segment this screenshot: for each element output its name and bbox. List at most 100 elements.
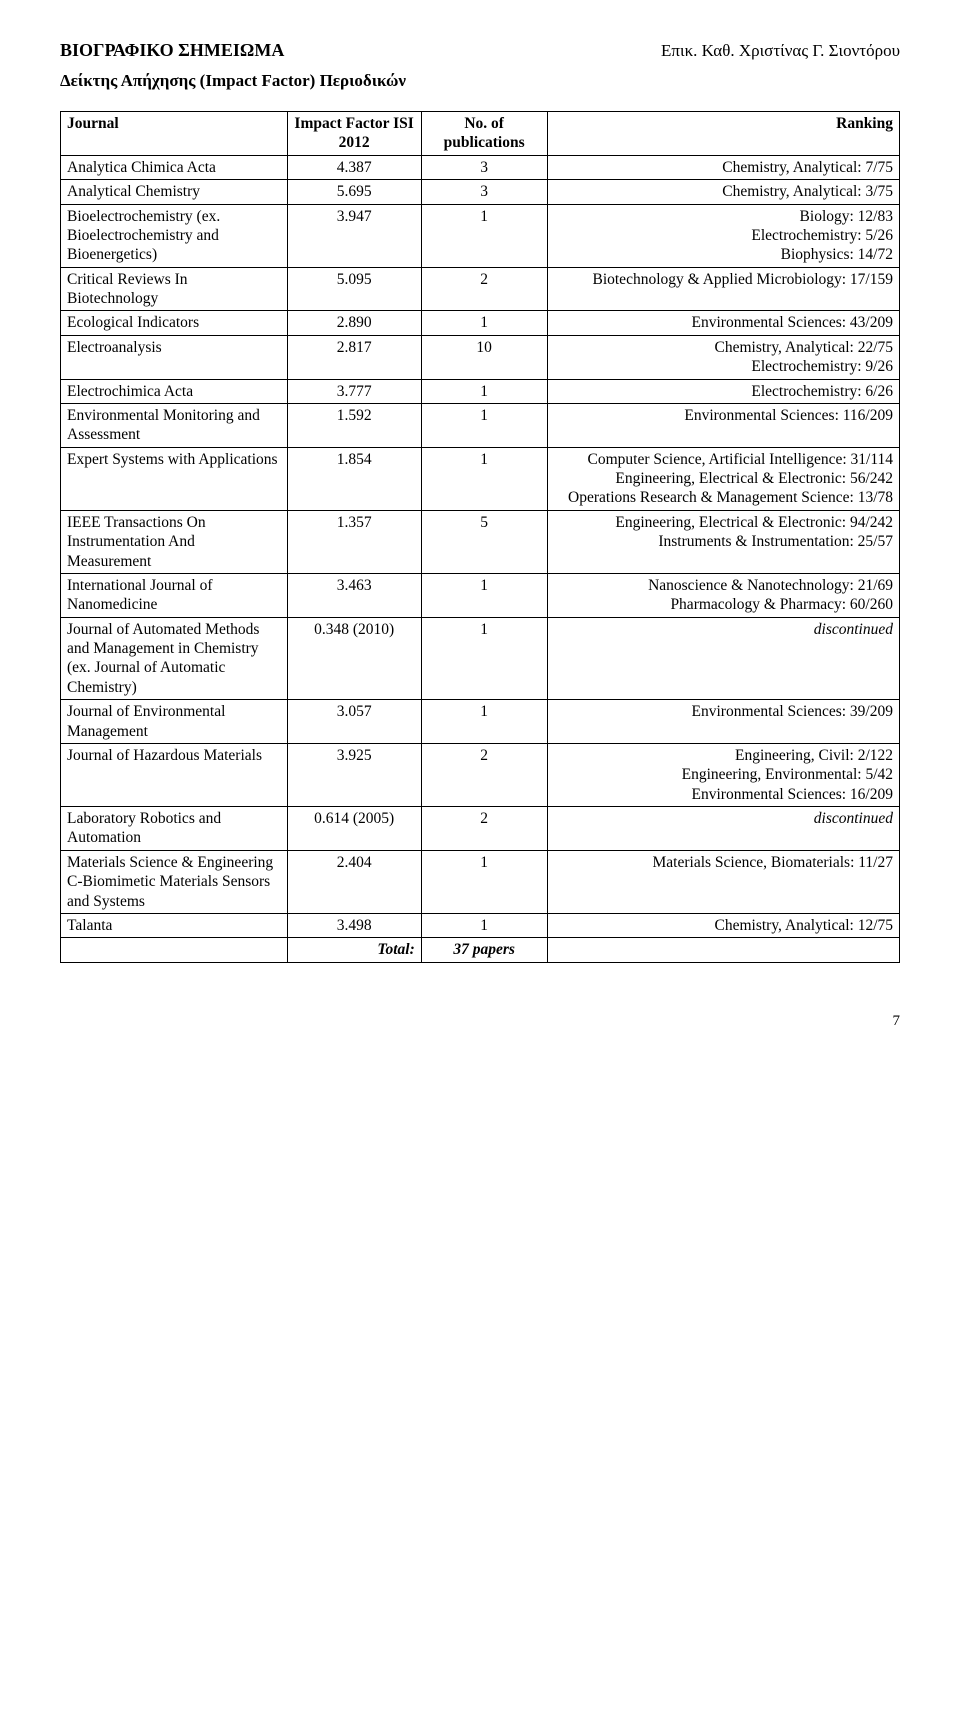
cell-journal: Electroanalysis <box>61 335 288 379</box>
cell-ranking: Chemistry, Analytical: 12/75 <box>547 913 899 937</box>
cell-ranking: Environmental Sciences: 43/209 <box>547 311 899 335</box>
cell-ranking: Chemistry, Analytical: 7/75 <box>547 155 899 179</box>
table-row: Analytical Chemistry5.6953Chemistry, Ana… <box>61 180 900 204</box>
cell-ranking: Environmental Sciences: 116/209 <box>547 403 899 447</box>
cell-publications: 1 <box>421 913 547 937</box>
cell-journal: Journal of Automated Methods and Managem… <box>61 617 288 700</box>
cell-journal: Expert Systems with Applications <box>61 447 288 510</box>
cell-ranking: Engineering, Civil: 2/122Engineering, En… <box>547 743 899 806</box>
table-row: Electrochimica Acta3.7771Electrochemistr… <box>61 379 900 403</box>
cell-publications: 2 <box>421 807 547 851</box>
cell-ranking: Electrochemistry: 6/26 <box>547 379 899 403</box>
cell-impact-factor: 1.854 <box>287 447 421 510</box>
cell-publications: 1 <box>421 447 547 510</box>
cell-publications: 3 <box>421 155 547 179</box>
cell-ranking: discontinued <box>547 617 899 700</box>
table-row: Materials Science & Engineering C-Biomim… <box>61 850 900 913</box>
cell-ranking: Chemistry, Analytical: 22/75Electrochemi… <box>547 335 899 379</box>
cell-journal: IEEE Transactions On Instrumentation And… <box>61 510 288 573</box>
cell-ranking: Biology: 12/83Electrochemistry: 5/26Biop… <box>547 204 899 267</box>
table-row: Talanta3.4981Chemistry, Analytical: 12/7… <box>61 913 900 937</box>
cell-journal: Electrochimica Acta <box>61 379 288 403</box>
cell-impact-factor: 3.057 <box>287 700 421 744</box>
cell-publications: 1 <box>421 379 547 403</box>
cell-impact-factor: 3.463 <box>287 573 421 617</box>
table-row: International Journal of Nanomedicine3.4… <box>61 573 900 617</box>
cell-publications: 3 <box>421 180 547 204</box>
col-header-ranking: Ranking <box>547 112 899 156</box>
cell-journal: Materials Science & Engineering C-Biomim… <box>61 850 288 913</box>
col-header-publications: No. of publications <box>421 112 547 156</box>
cell-journal: Bioelectrochemistry (ex. Bioelectrochemi… <box>61 204 288 267</box>
col-header-impact-factor: Impact Factor ISI 2012 <box>287 112 421 156</box>
table-row: Critical Reviews In Biotechnology5.0952B… <box>61 267 900 311</box>
table-row: Ecological Indicators2.8901Environmental… <box>61 311 900 335</box>
table-total-row: Total: 37 papers <box>61 938 900 962</box>
table-row: Expert Systems with Applications1.8541Co… <box>61 447 900 510</box>
cell-impact-factor: 0.348 (2010) <box>287 617 421 700</box>
impact-factor-table: Journal Impact Factor ISI 2012 No. of pu… <box>60 111 900 963</box>
cell-publications: 1 <box>421 311 547 335</box>
cell-impact-factor: 2.890 <box>287 311 421 335</box>
table-row: IEEE Transactions On Instrumentation And… <box>61 510 900 573</box>
cell-journal: Analytical Chemistry <box>61 180 288 204</box>
cell-journal: Analytica Chimica Acta <box>61 155 288 179</box>
total-empty-rank <box>547 938 899 962</box>
header-right: Επικ. Καθ. Χριστίνας Γ. Σιοντόρου <box>661 41 900 61</box>
cell-impact-factor: 5.695 <box>287 180 421 204</box>
cell-journal: Laboratory Robotics and Automation <box>61 807 288 851</box>
table-body: Analytica Chimica Acta4.3873Chemistry, A… <box>61 155 900 938</box>
cell-publications: 5 <box>421 510 547 573</box>
cell-ranking: Materials Science, Biomaterials: 11/27 <box>547 850 899 913</box>
cell-publications: 1 <box>421 573 547 617</box>
total-empty-journal <box>61 938 288 962</box>
doc-title: ΒΙΟΓΡΑΦΙΚΟ ΣΗΜΕΙΩΜΑ <box>60 40 284 61</box>
cell-journal: Talanta <box>61 913 288 937</box>
cell-impact-factor: 1.357 <box>287 510 421 573</box>
cell-ranking: Biotechnology & Applied Microbiology: 17… <box>547 267 899 311</box>
cell-impact-factor: 2.404 <box>287 850 421 913</box>
cell-ranking: Environmental Sciences: 39/209 <box>547 700 899 744</box>
cell-publications: 1 <box>421 617 547 700</box>
table-header-row: Journal Impact Factor ISI 2012 No. of pu… <box>61 112 900 156</box>
cell-publications: 2 <box>421 267 547 311</box>
cell-ranking: Nanoscience & Nanotechnology: 21/69Pharm… <box>547 573 899 617</box>
section-title: Δείκτης Απήχησης (Impact Factor) Περιοδι… <box>60 71 900 91</box>
col-header-journal: Journal <box>61 112 288 156</box>
cell-impact-factor: 5.095 <box>287 267 421 311</box>
cell-ranking: discontinued <box>547 807 899 851</box>
cell-ranking: Engineering, Electrical & Electronic: 94… <box>547 510 899 573</box>
table-row: Journal of Environmental Management3.057… <box>61 700 900 744</box>
cell-publications: 2 <box>421 743 547 806</box>
cell-journal: Journal of Hazardous Materials <box>61 743 288 806</box>
cell-publications: 1 <box>421 403 547 447</box>
cell-journal: International Journal of Nanomedicine <box>61 573 288 617</box>
cell-impact-factor: 3.777 <box>287 379 421 403</box>
table-row: Laboratory Robotics and Automation0.614 … <box>61 807 900 851</box>
table-row: Electroanalysis2.81710Chemistry, Analyti… <box>61 335 900 379</box>
cell-ranking: Chemistry, Analytical: 3/75 <box>547 180 899 204</box>
cell-publications: 10 <box>421 335 547 379</box>
table-row: Environmental Monitoring and Assessment1… <box>61 403 900 447</box>
table-row: Analytica Chimica Acta4.3873Chemistry, A… <box>61 155 900 179</box>
cell-journal: Ecological Indicators <box>61 311 288 335</box>
cell-ranking: Computer Science, Artificial Intelligenc… <box>547 447 899 510</box>
table-row: Bioelectrochemistry (ex. Bioelectrochemi… <box>61 204 900 267</box>
cell-impact-factor: 3.947 <box>287 204 421 267</box>
page-number: 7 <box>60 1013 900 1030</box>
cell-publications: 1 <box>421 700 547 744</box>
total-label: Total: <box>287 938 421 962</box>
table-row: Journal of Automated Methods and Managem… <box>61 617 900 700</box>
cell-impact-factor: 0.614 (2005) <box>287 807 421 851</box>
cell-journal: Environmental Monitoring and Assessment <box>61 403 288 447</box>
table-row: Journal of Hazardous Materials3.9252Engi… <box>61 743 900 806</box>
cell-publications: 1 <box>421 204 547 267</box>
cell-impact-factor: 3.498 <box>287 913 421 937</box>
cell-publications: 1 <box>421 850 547 913</box>
cell-impact-factor: 2.817 <box>287 335 421 379</box>
total-value: 37 papers <box>421 938 547 962</box>
cell-journal: Journal of Environmental Management <box>61 700 288 744</box>
cell-impact-factor: 3.925 <box>287 743 421 806</box>
cell-journal: Critical Reviews In Biotechnology <box>61 267 288 311</box>
cell-impact-factor: 1.592 <box>287 403 421 447</box>
